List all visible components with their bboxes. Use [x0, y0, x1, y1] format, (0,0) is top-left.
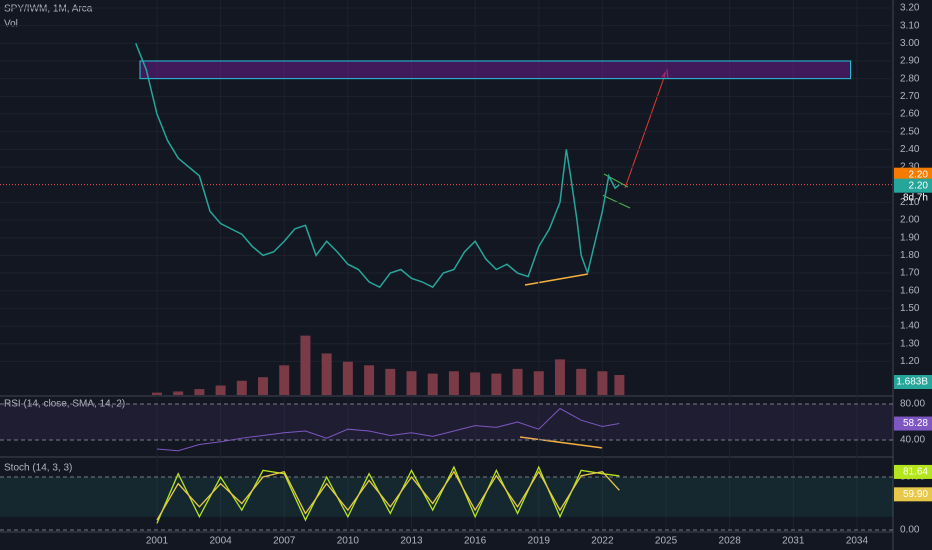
- volume-bar: [491, 373, 502, 395]
- volume-bar: [512, 368, 523, 395]
- trendline: [519, 436, 604, 449]
- x-tick-label: 2034: [846, 536, 869, 547]
- volume-bar: [554, 359, 565, 395]
- vol-label: Vol: [4, 19, 18, 30]
- x-tick-label: 2013: [400, 536, 423, 547]
- y-tick-label: 2.70: [900, 91, 920, 102]
- x-tick-label: 2019: [528, 536, 551, 547]
- y-tick-label: 0.00: [900, 525, 920, 536]
- y-tick-label: 80.00: [900, 399, 925, 410]
- x-tick-label: 2001: [146, 536, 169, 547]
- x-tick-label: 2004: [209, 536, 232, 547]
- volume-tag-bg: [894, 375, 932, 389]
- y-tick-label: 2.50: [900, 126, 920, 137]
- volume-bar: [597, 371, 608, 395]
- last-price-tag: 2.20: [909, 180, 929, 191]
- volume-bar: [321, 353, 332, 395]
- y-tick-label: 2.00: [900, 215, 920, 226]
- x-tick-label: 2010: [337, 536, 360, 547]
- rsi-tag: 58.28: [903, 418, 928, 429]
- stoch-title: Stoch (14, 3, 3): [4, 463, 72, 474]
- x-tick-label: 2031: [782, 536, 805, 547]
- last-price-tag-bg: [894, 178, 932, 193]
- rsi-band: [0, 404, 893, 440]
- y-tick-label: 3.10: [900, 20, 920, 31]
- rsi-tag-bg: [894, 416, 932, 431]
- volume-bar: [194, 389, 205, 395]
- volume-bar: [279, 365, 290, 395]
- symbol: SPY/IWM, 1M, Arca: [4, 4, 93, 15]
- x-tick-label: 2007: [273, 536, 296, 547]
- volume-bar: [173, 391, 184, 395]
- y-tick-label: 2.80: [900, 73, 920, 84]
- volume-bar: [406, 371, 417, 395]
- countdown: 8d 7h: [903, 192, 928, 203]
- series-line: [156, 470, 620, 521]
- y-tick-label: 1.30: [900, 338, 920, 349]
- x-tick-label: 2028: [719, 536, 742, 547]
- volume-bar: [258, 377, 269, 395]
- volume-bar: [364, 365, 375, 395]
- volume-bar: [151, 392, 162, 395]
- target-zone: [139, 60, 852, 80]
- volume-bar: [448, 371, 459, 395]
- y-tick-label: 1.40: [900, 321, 920, 332]
- y-tick-label: 1.60: [900, 285, 920, 296]
- trendline: [524, 273, 589, 286]
- y-tick-label: 40.00: [900, 435, 925, 446]
- y-tick-label: 1.20: [900, 356, 920, 367]
- y-tick-label: 2.40: [900, 144, 920, 155]
- y-tick-label: 1.50: [900, 303, 920, 314]
- prev-price-tag-bg: [894, 167, 932, 182]
- y-tick-label: 2.10: [900, 197, 920, 208]
- projection-arrow: [624, 71, 667, 189]
- stoch-tag: 59.90: [903, 489, 928, 500]
- stoch-tag-bg: [894, 487, 932, 502]
- y-tick-label: 1.80: [900, 250, 920, 261]
- stoch-tag: 81.64: [903, 467, 928, 478]
- y-tick-label: 2.30: [900, 162, 920, 173]
- volume-bar: [385, 368, 396, 395]
- y-tick-label: 3.20: [900, 3, 920, 14]
- y-tick-label: 2.60: [900, 109, 920, 120]
- y-tick-label: 3.00: [900, 38, 920, 49]
- prev-price-tag: 2.20: [909, 169, 929, 180]
- volume-tag: 1.683B: [896, 377, 928, 388]
- volume-bar: [236, 380, 247, 395]
- volume-bar: [427, 373, 438, 395]
- wedge-line: [601, 194, 631, 209]
- volume-bar: [215, 385, 226, 395]
- x-tick-label: 2016: [464, 536, 487, 547]
- volume-bar: [470, 372, 481, 395]
- series-line: [135, 43, 620, 289]
- x-tick-label: 2025: [655, 536, 678, 547]
- volume-bar: [342, 361, 353, 395]
- x-tick-label: 2022: [591, 536, 614, 547]
- volume-bar: [614, 375, 625, 395]
- y-tick-label: 2.90: [900, 56, 920, 67]
- series-line: [156, 407, 620, 452]
- arrow-head: [661, 68, 669, 80]
- volume-bar: [533, 371, 544, 395]
- y-tick-label: 1.90: [900, 232, 920, 243]
- volume-bar: [576, 368, 587, 395]
- y-tick-label: 1.70: [900, 268, 920, 279]
- volume-bar: [300, 335, 311, 395]
- stoch-tag-bg: [894, 464, 932, 479]
